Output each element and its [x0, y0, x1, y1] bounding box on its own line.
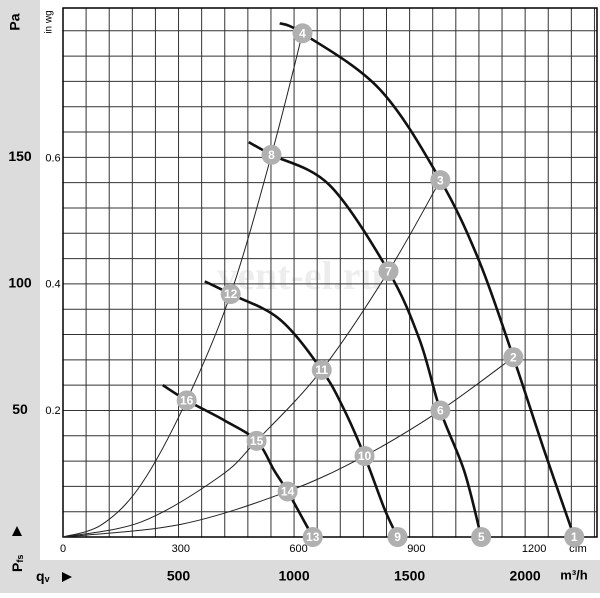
- symbol-main: q: [36, 568, 45, 584]
- x2-tick-label: 2000: [510, 568, 541, 584]
- point-label: 1: [571, 530, 578, 544]
- operating-point: [220, 284, 241, 305]
- point-label: 13: [306, 530, 320, 544]
- fan-curve: [279, 21, 576, 538]
- y2-tick-label: 0.6: [45, 153, 60, 165]
- point-label: 5: [478, 530, 485, 544]
- point-label: 6: [437, 404, 444, 418]
- operating-point: [261, 144, 282, 165]
- operating-point: [292, 23, 313, 44]
- operating-point: [430, 400, 451, 421]
- fan-curve: [248, 141, 483, 538]
- operating-point: [503, 347, 524, 368]
- symbol-sub: fs: [15, 555, 25, 563]
- x-tick-label: 300: [172, 543, 190, 555]
- point-label: 4: [299, 26, 306, 40]
- y2-tick-label: 0.2: [45, 405, 60, 417]
- point-label: 16: [180, 393, 194, 407]
- operating-point: [378, 261, 399, 282]
- operating-point: [176, 390, 197, 411]
- x2-tick-label: 500: [167, 568, 191, 584]
- operating-point: [302, 527, 323, 547]
- point-label: 14: [281, 485, 295, 499]
- y-symbol: Pfs: [9, 555, 26, 572]
- operating-point: [564, 527, 585, 547]
- watermark: vent-el.ru: [217, 253, 383, 298]
- operating-point: [430, 170, 451, 191]
- arrow: [62, 572, 72, 582]
- y-tick-label: 100: [8, 275, 32, 291]
- y2-axis-label: in wg: [44, 10, 55, 33]
- y-tick-label: 150: [8, 148, 32, 164]
- point-label: 3: [437, 173, 444, 187]
- operating-point: [354, 446, 375, 467]
- x2-tick-label: 1000: [278, 568, 309, 584]
- x-tick-label: 600: [289, 543, 307, 555]
- point-label: 9: [394, 530, 401, 544]
- point-label: 2: [510, 350, 517, 364]
- arrow: [12, 526, 22, 536]
- x2-axis-label: m³/h: [560, 567, 588, 582]
- symbol-main: P: [9, 563, 25, 572]
- point-label: 12: [224, 287, 238, 301]
- x-tick-label: 0: [60, 543, 66, 555]
- left-band: [0, 0, 40, 560]
- x-tick-label: 1200: [522, 543, 546, 555]
- x2-symbol: qv: [36, 568, 50, 585]
- point-label: 11: [315, 363, 328, 377]
- x-tick-label: 900: [407, 543, 425, 555]
- plot-area: [63, 8, 597, 537]
- bottom-band: [0, 560, 600, 593]
- operating-point: [311, 359, 332, 380]
- operating-point: [387, 527, 408, 547]
- y-axis-label: Pa: [7, 13, 23, 30]
- plot-border: [62, 7, 598, 538]
- point-label: 15: [250, 434, 264, 448]
- y-tick-label: 50: [12, 401, 28, 417]
- operating-point: [277, 481, 298, 502]
- point-label: 7: [385, 264, 392, 278]
- operating-point: [471, 527, 492, 547]
- point-label: 10: [358, 449, 372, 463]
- operating-point: [246, 430, 267, 451]
- y2-tick-label: 0.4: [45, 279, 60, 291]
- symbol-sub: v: [45, 574, 50, 584]
- point-label: 8: [268, 148, 275, 162]
- x2-tick-label: 1500: [394, 568, 425, 584]
